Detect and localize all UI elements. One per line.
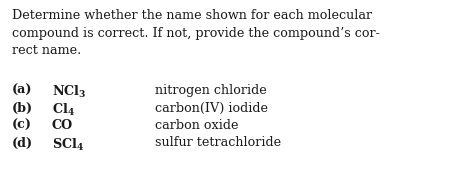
Text: (c): (c) bbox=[12, 119, 32, 132]
Text: Determine whether the name shown for each molecular: Determine whether the name shown for eac… bbox=[12, 9, 371, 22]
Text: Cl$_{\mathregular{4}}$: Cl$_{\mathregular{4}}$ bbox=[52, 101, 75, 118]
Text: carbon oxide: carbon oxide bbox=[155, 119, 238, 132]
Text: carbon(IV) iodide: carbon(IV) iodide bbox=[155, 101, 268, 115]
Text: (a): (a) bbox=[12, 84, 32, 97]
Text: compound is correct. If not, provide the compound’s cor-: compound is correct. If not, provide the… bbox=[12, 27, 379, 39]
Text: SCl$_{\mathregular{4}}$: SCl$_{\mathregular{4}}$ bbox=[52, 136, 84, 153]
Text: (b): (b) bbox=[12, 101, 33, 115]
Text: (d): (d) bbox=[12, 136, 33, 150]
Text: sulfur tetrachloride: sulfur tetrachloride bbox=[155, 136, 280, 150]
Text: CO: CO bbox=[52, 119, 73, 132]
Text: nitrogen chloride: nitrogen chloride bbox=[155, 84, 266, 97]
Text: rect name.: rect name. bbox=[12, 44, 81, 57]
Text: NCl$_{\mathregular{3}}$: NCl$_{\mathregular{3}}$ bbox=[52, 84, 86, 100]
